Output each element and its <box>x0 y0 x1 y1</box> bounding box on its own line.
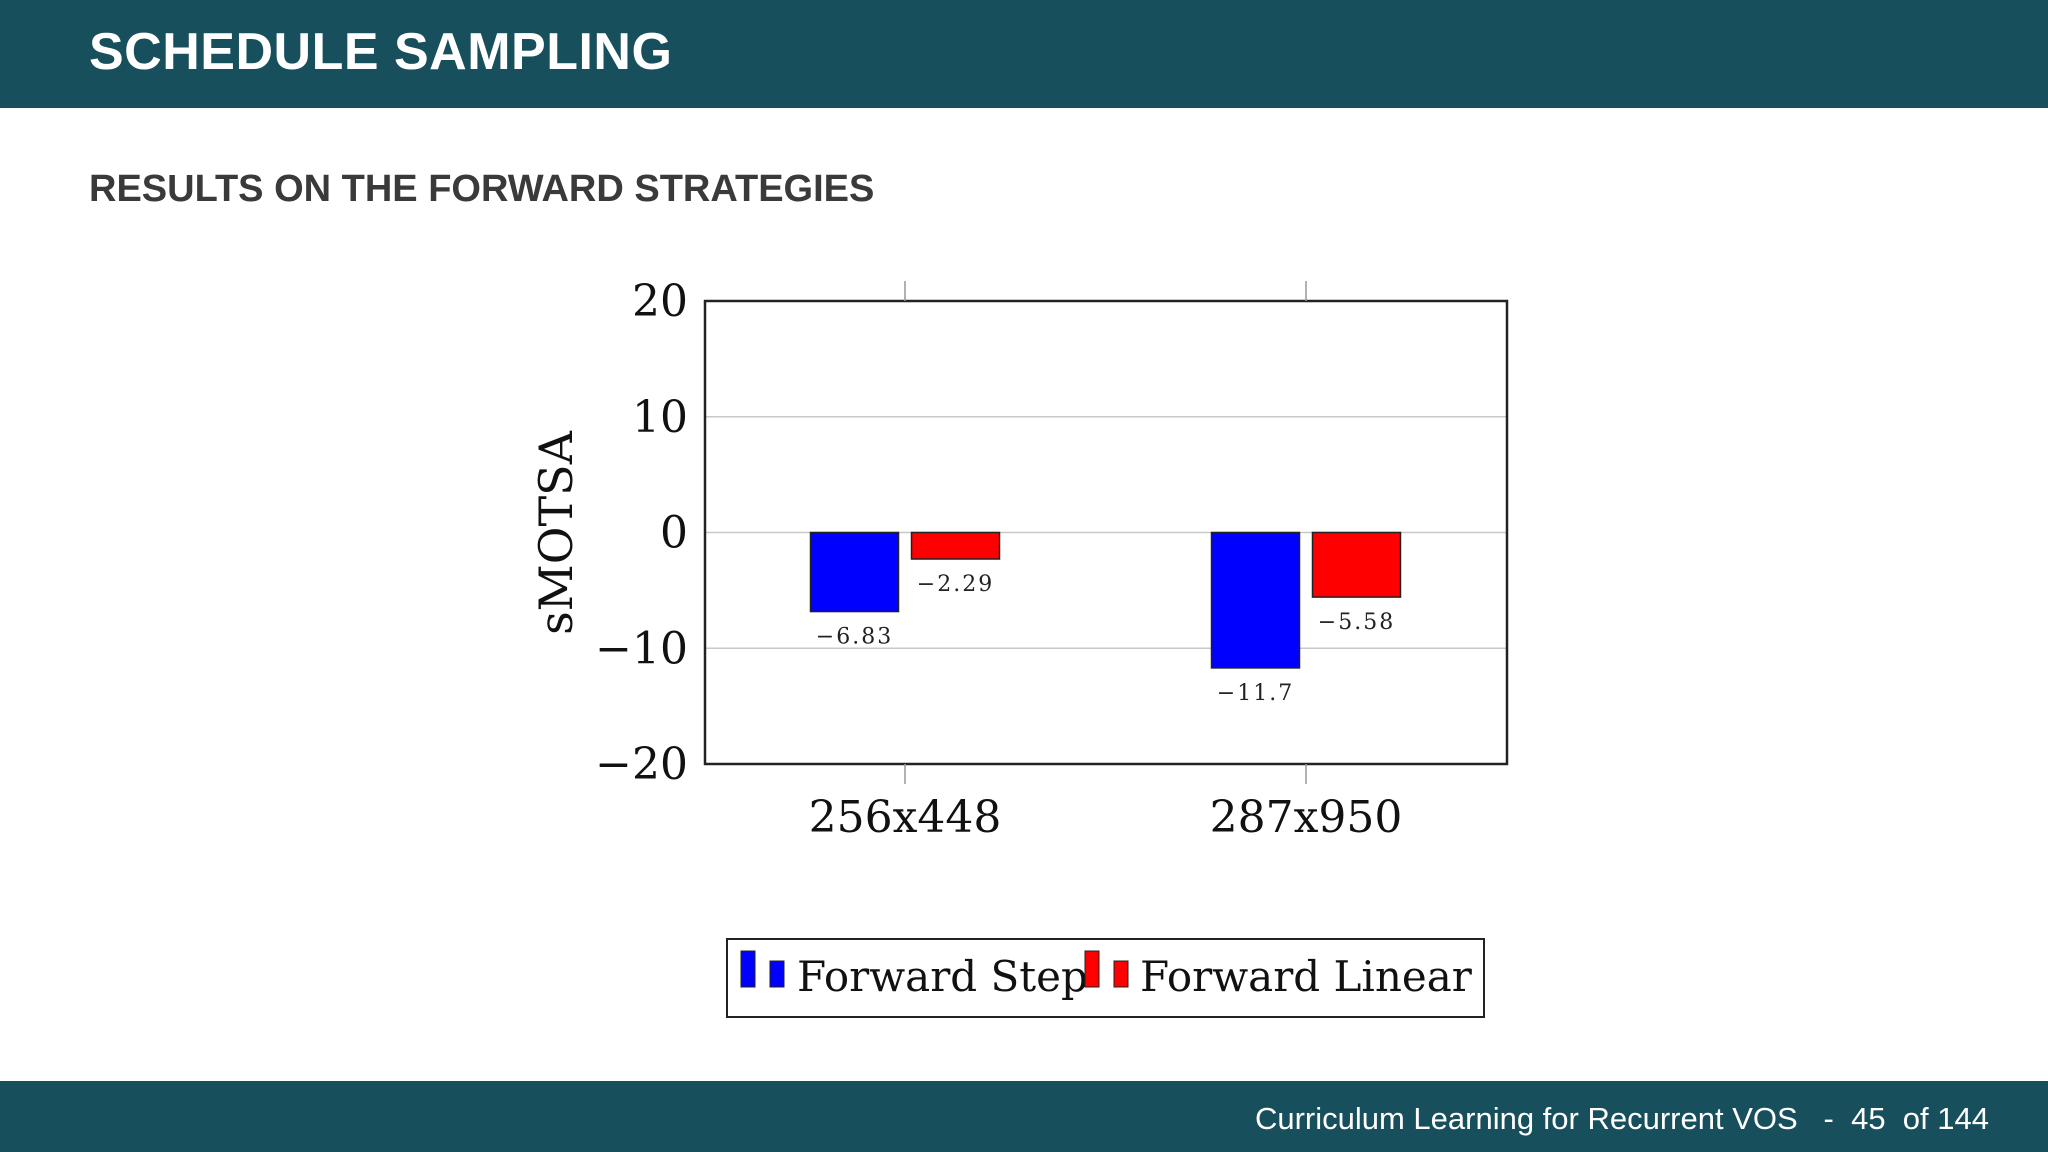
bar-forward-step <box>1210 531 1301 669</box>
x-tick-label: 256x448 <box>809 792 1002 843</box>
footer-separator: - <box>1823 1101 1834 1136</box>
section-heading: RESULTS ON THE FORWARD STRATEGIES <box>89 168 875 210</box>
bar-forward-step <box>809 531 900 613</box>
y-tick-label: −10 <box>595 623 688 674</box>
data-label: −2.29 <box>917 572 994 597</box>
x-tick-label: 287x950 <box>1210 792 1403 843</box>
data-label: −5.58 <box>1318 610 1395 635</box>
title-bar <box>0 0 2048 108</box>
data-labels: −6.83 −11.7 −2.29 −5.58 <box>816 572 1395 706</box>
footer: Curriculum Learning for Recurrent VOS - … <box>1255 1099 1989 1139</box>
chart-bars <box>809 531 1402 669</box>
footer-page-total: of 144 <box>1902 1101 1989 1136</box>
slide-title: SCHEDULE SAMPLING <box>89 23 673 81</box>
legend-label: Forward Linear <box>1140 952 1473 1001</box>
y-axis-ticks: 20 10 0 −10 −20 <box>595 276 688 790</box>
y-axis-label: sMOTSA <box>529 430 583 635</box>
bar-forward-linear <box>1311 531 1402 598</box>
legend-swatch <box>1113 960 1129 988</box>
footer-page-number: 45 <box>1851 1101 1886 1136</box>
legend-box <box>726 938 1485 1018</box>
data-label: −11.7 <box>1217 681 1294 706</box>
y-tick-label: 20 <box>632 276 688 327</box>
data-label: −6.83 <box>816 625 893 650</box>
plot-frame <box>703 299 1509 766</box>
legend-swatch <box>740 950 756 988</box>
footer-bar <box>0 1081 2048 1152</box>
legend-swatch <box>769 960 785 988</box>
x-axis-ticks: 256x448 287x950 <box>809 281 1403 843</box>
y-tick-label: −20 <box>595 739 688 790</box>
y-tick-label: 0 <box>660 508 688 559</box>
legend-label: Forward Step <box>797 952 1088 1001</box>
legend-swatch <box>1084 950 1100 988</box>
bar-forward-linear <box>910 531 1001 560</box>
chart-legend: Forward Step Forward Linear <box>726 938 1485 1018</box>
y-tick-label: 10 <box>632 392 688 443</box>
footer-presentation-title: Curriculum Learning for Recurrent VOS <box>1254 1101 1798 1136</box>
